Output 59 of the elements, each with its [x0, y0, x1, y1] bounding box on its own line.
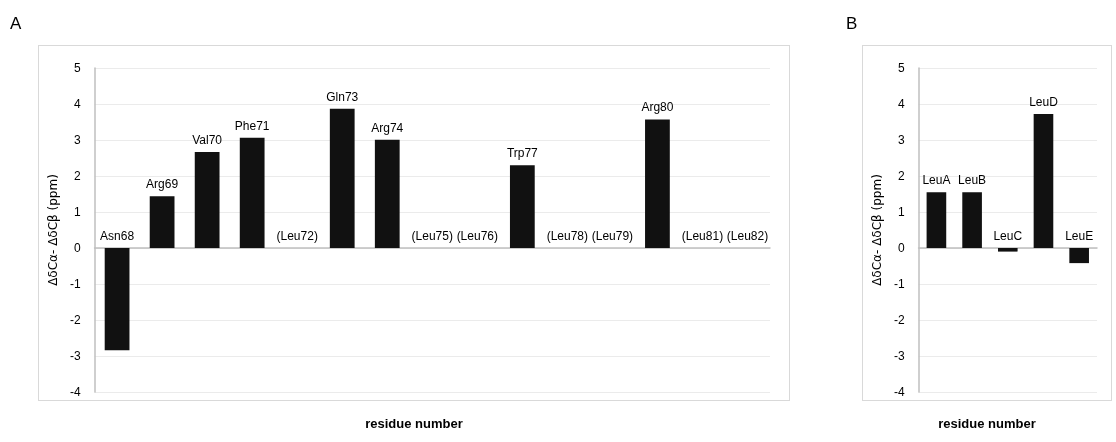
chart-title: A — [10, 14, 22, 34]
x-tick-label: LeuB — [958, 173, 987, 188]
bar — [374, 139, 400, 248]
bar — [149, 196, 175, 248]
x-tick-label: Gln73 — [326, 89, 359, 104]
y-tick-label: 1 — [73, 205, 81, 219]
bar — [104, 248, 130, 351]
bar — [962, 192, 982, 248]
y-axis-title: ΔδCα- ΔδCβ (ppm) — [870, 174, 884, 286]
x-tick-label: LeuE — [1065, 229, 1094, 244]
bar — [1069, 248, 1089, 264]
y-tick-label: 1 — [897, 205, 905, 219]
x-tick-label: Arg69 — [146, 177, 179, 192]
y-tick-label: 2 — [73, 169, 81, 183]
y-tick-label: 5 — [73, 61, 81, 75]
y-tick-label: 5 — [897, 61, 905, 75]
y-axis-title: ΔδCα- ΔδCβ (ppm) — [46, 174, 60, 286]
x-tick-label: (Leu72) — [276, 229, 318, 244]
y-tick-label: 0 — [897, 241, 905, 255]
x-tick-label: Trp77 — [506, 146, 539, 161]
x-tick-label: (Leu76) — [456, 229, 498, 244]
y-tick-label: 4 — [73, 97, 81, 111]
y-tick-label: -2 — [69, 313, 81, 327]
y-tick-label: 3 — [73, 133, 81, 147]
y-tick-label: 2 — [897, 169, 905, 183]
x-tick-label: LeuA — [922, 173, 951, 188]
y-tick-label: -3 — [893, 349, 905, 363]
x-tick-label: Phe71 — [234, 118, 270, 133]
y-tick-label: -3 — [69, 349, 81, 363]
bar — [194, 151, 220, 248]
x-tick-label: (Leu81) — [681, 229, 724, 244]
x-axis-title: residue number — [937, 416, 1037, 431]
y-tick-label: -1 — [893, 277, 905, 291]
y-tick-label: 4 — [897, 97, 905, 111]
x-tick-label: (Leu75) — [411, 229, 453, 244]
y-tick-label: -2 — [893, 313, 905, 327]
bar — [239, 137, 265, 248]
bar — [997, 248, 1018, 252]
y-tick-label: -4 — [69, 385, 81, 399]
bar — [645, 119, 670, 248]
x-tick-label: Arg74 — [371, 120, 404, 135]
x-tick-label: (Leu79) — [591, 229, 634, 244]
x-tick-label: (Leu82) — [726, 229, 769, 244]
bar — [1033, 114, 1054, 248]
x-tick-label: Val70 — [192, 132, 223, 147]
chart-title: B — [846, 14, 858, 34]
x-axis-title: residue number — [364, 416, 464, 431]
y-tick-label: -4 — [893, 385, 905, 399]
bar — [509, 165, 535, 248]
x-tick-label: Asn68 — [100, 229, 135, 244]
y-tick-label: 3 — [897, 133, 905, 147]
y-tick-label: 0 — [73, 241, 81, 255]
bar — [926, 192, 947, 248]
x-tick-label: LeuD — [1029, 95, 1059, 110]
x-tick-label: (Leu78) — [546, 229, 589, 244]
y-tick-label: -1 — [69, 277, 81, 291]
bar — [329, 108, 355, 248]
x-tick-label: LeuC — [993, 229, 1023, 244]
x-tick-label: Arg80 — [641, 100, 674, 115]
